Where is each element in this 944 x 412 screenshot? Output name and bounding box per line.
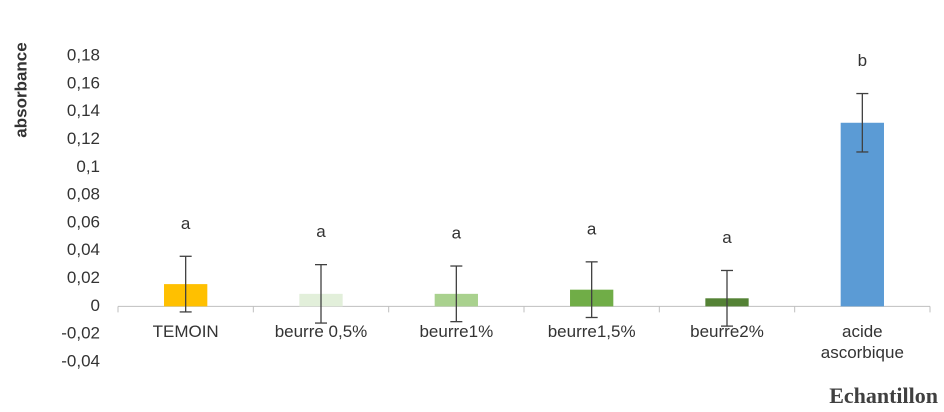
y-tick-label: 0,02 (67, 268, 100, 287)
annotation: a (181, 214, 191, 233)
x-tick-label: beurre 0,5% (274, 322, 368, 342)
bar (840, 122, 884, 307)
annotation: a (452, 224, 462, 243)
annotation: a (587, 219, 597, 238)
x-axis-label: Echantillon (829, 383, 938, 408)
y-tick-label: 0,18 (67, 45, 100, 64)
y-tick-label: 0,14 (67, 101, 100, 120)
x-tick-label: TEMOIN (152, 322, 219, 342)
y-tick-label: -0,04 (61, 351, 100, 370)
y-tick-label: 0,12 (67, 129, 100, 148)
y-tick-label: -0,02 (61, 324, 100, 343)
x-tick-label: acide ascorbique (820, 322, 904, 363)
annotation: a (316, 222, 326, 241)
y-tick-label: 0 (91, 296, 100, 315)
x-tick-label: beurre2% (690, 322, 764, 342)
x-tick-label: beurre1,5% (547, 322, 636, 342)
y-axis-label: absorbance (11, 42, 30, 137)
x-tick-label: beurre1% (419, 322, 494, 342)
y-tick-label: 0,08 (67, 185, 100, 204)
y-tick-label: 0,16 (67, 73, 100, 92)
annotation: b (858, 51, 867, 70)
y-tick-label: 0,06 (67, 212, 100, 231)
annotation: a (722, 228, 732, 247)
y-tick-label: 0,04 (67, 240, 100, 259)
y-tick-label: 0,1 (76, 157, 100, 176)
